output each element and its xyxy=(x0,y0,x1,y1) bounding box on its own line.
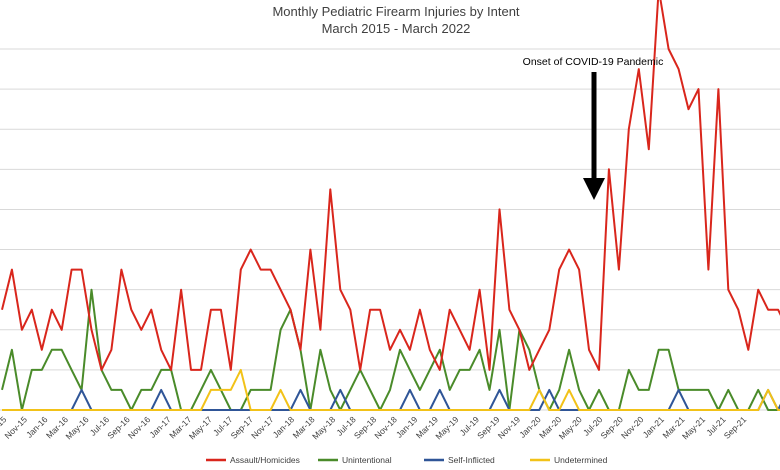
covid-annotation: Onset of COVID-19 Pandemic xyxy=(523,56,664,200)
x-tick-label: Nov-18 xyxy=(372,414,399,441)
gridlines xyxy=(0,48,780,411)
x-tick-label: May-17 xyxy=(187,414,214,441)
x-tick-label: May-18 xyxy=(310,414,337,441)
x-tick-label: Nov-16 xyxy=(126,414,153,441)
x-tick-label: May-20 xyxy=(557,414,584,441)
series-line-assault-homicides xyxy=(1,0,780,371)
legend-label: Self-Inflicted xyxy=(448,455,495,465)
series-line-unintentional xyxy=(1,288,780,411)
legend-label: Unintentional xyxy=(342,455,392,465)
chart-title: Monthly Pediatric Firearm Injuries by In… xyxy=(272,4,519,19)
x-tick-label: May-19 xyxy=(433,414,460,441)
legend-label: Undetermined xyxy=(554,455,608,465)
chart-subtitle: March 2015 - March 2022 xyxy=(322,21,471,36)
series-lines xyxy=(1,0,780,411)
annotation-arrow-head xyxy=(583,178,605,200)
x-tick-label: May-21 xyxy=(680,414,707,441)
series-line-self-inflicted xyxy=(2,388,780,411)
legend: Assault/Homicides Unintentional Self-Infli… xyxy=(206,455,608,465)
x-tick-label: Nov-19 xyxy=(496,414,523,441)
x-tick-label: Nov-17 xyxy=(249,414,276,441)
series-line-undetermined xyxy=(2,368,780,411)
annotation-label: Onset of COVID-19 Pandemic xyxy=(523,56,664,68)
x-tick-label: May-16 xyxy=(64,414,91,441)
x-tick-label: Nov-20 xyxy=(619,414,646,441)
x-tick-label: Sep-21 xyxy=(722,414,749,441)
x-tick-label: Nov-15 xyxy=(3,414,30,441)
legend-label: Assault/Homicides xyxy=(230,455,300,465)
x-axis-ticks: Sep-15Nov-15Jan-16Mar-16May-16Jul-16Sep-… xyxy=(0,414,748,441)
